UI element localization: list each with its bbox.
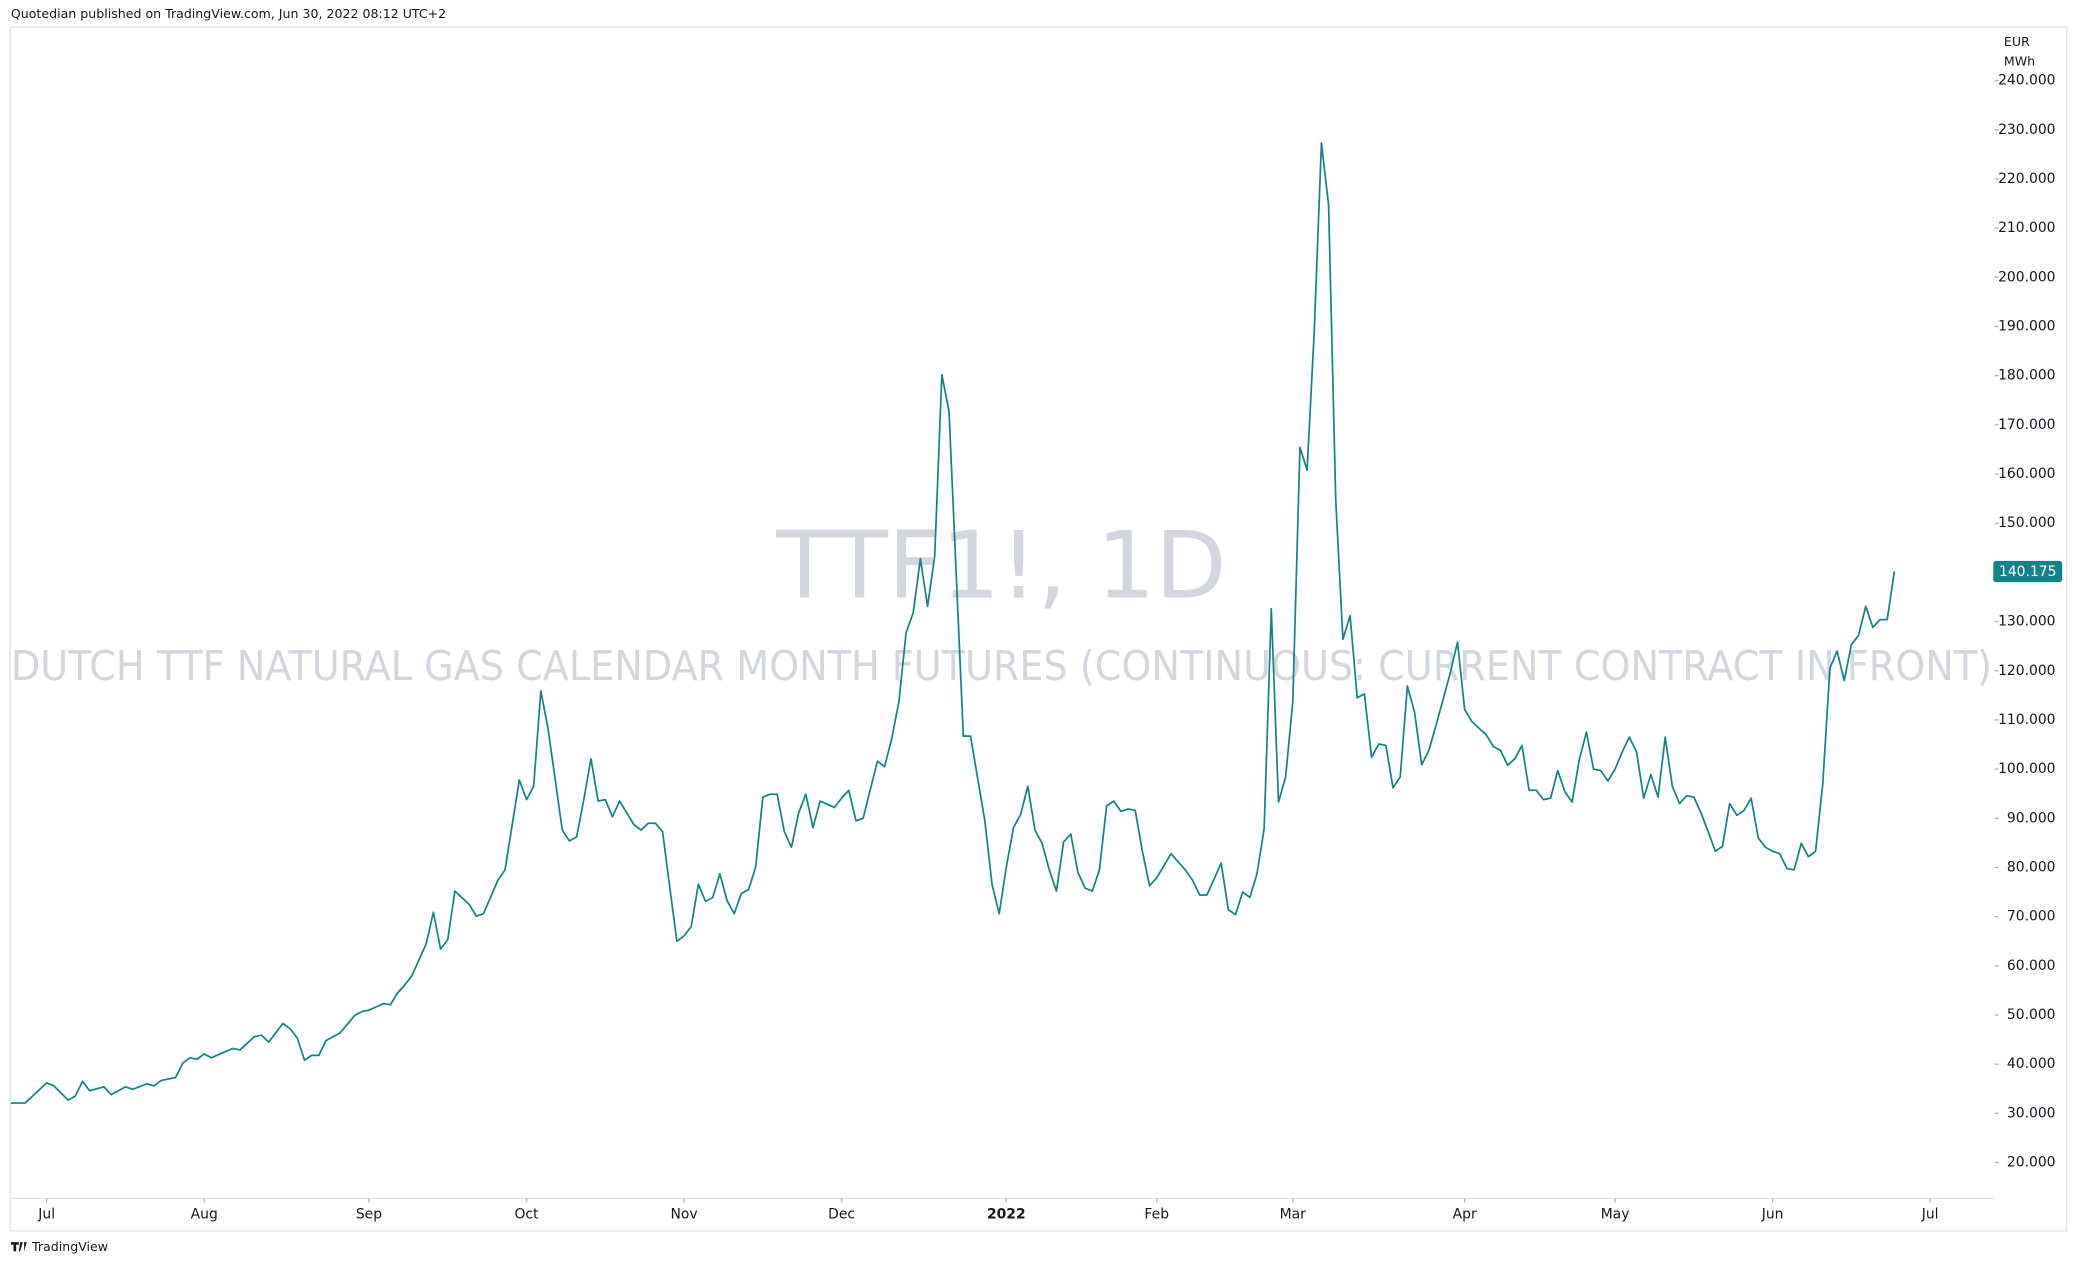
x-tick-label: Nov — [670, 1206, 697, 1222]
y-tick-label: 190.000 — [1998, 318, 2055, 334]
unit-label: EUR — [2004, 34, 2030, 49]
price-line — [10, 142, 1896, 1104]
y-tick-label: 220.000 — [1998, 171, 2055, 187]
x-tick-label: Mar — [1280, 1206, 1306, 1222]
y-tick-label: 150.000 — [1998, 515, 2055, 531]
last-price-badge — [1993, 560, 2063, 583]
y-tick-label: 40.000 — [2007, 1056, 2056, 1072]
y-tick-label: 200.000 — [1998, 269, 2055, 285]
y-tick-label: 50.000 — [2007, 1007, 2056, 1023]
y-tick-label: 110.000 — [1998, 712, 2055, 728]
x-tick-label: Aug — [191, 1206, 218, 1222]
x-tick-label: 2022 — [987, 1206, 1026, 1222]
y-tick-label: 100.000 — [1998, 761, 2055, 777]
symbol-watermark: TTF1!, 1D — [775, 511, 1226, 619]
x-tick-label: Jul — [37, 1206, 55, 1222]
x-tick-label: Dec — [828, 1206, 855, 1222]
unit-label: MWh — [2004, 54, 2035, 69]
x-tick-label: Oct — [514, 1206, 539, 1222]
x-tick-label: Apr — [1453, 1206, 1477, 1222]
description-watermark: DUTCH TTF NATURAL GAS CALENDAR MONTH FUT… — [11, 642, 1992, 690]
last-price-label: 140.175 — [1999, 564, 2056, 580]
x-tick-label: Sep — [356, 1206, 382, 1222]
y-tick-label: 130.000 — [1998, 614, 2055, 630]
y-tick-label: 60.000 — [2007, 958, 2056, 974]
y-tick-label: 170.000 — [1998, 417, 2055, 433]
y-tick-label: 230.000 — [1998, 122, 2055, 138]
y-tick-label: 20.000 — [2007, 1155, 2056, 1171]
y-tick-label: 30.000 — [2007, 1105, 2056, 1121]
x-tick-label: Feb — [1144, 1206, 1169, 1222]
x-tick-label: May — [1601, 1206, 1630, 1222]
y-tick-label: 90.000 — [2007, 810, 2056, 826]
y-tick-label: 80.000 — [2007, 859, 2056, 875]
y-tick-label: 180.000 — [1998, 368, 2055, 384]
brand-label: TradingView — [31, 1239, 108, 1254]
y-tick-label: 210.000 — [1998, 220, 2055, 236]
chart-frame — [9, 26, 2068, 1232]
x-tick-label: Jul — [1921, 1206, 1939, 1222]
publish-header: Quotedian published on TradingView.com, … — [11, 6, 446, 21]
y-tick-label: 120.000 — [1998, 663, 2055, 679]
tv-logo: TradingView — [10, 1239, 108, 1254]
logo-mark — [10, 1242, 27, 1252]
y-tick-label: 240.000 — [1998, 73, 2055, 89]
x-tick-label: Jun — [1761, 1206, 1784, 1222]
y-tick-label: 70.000 — [2007, 909, 2056, 925]
y-tick-label: 160.000 — [1998, 466, 2055, 482]
